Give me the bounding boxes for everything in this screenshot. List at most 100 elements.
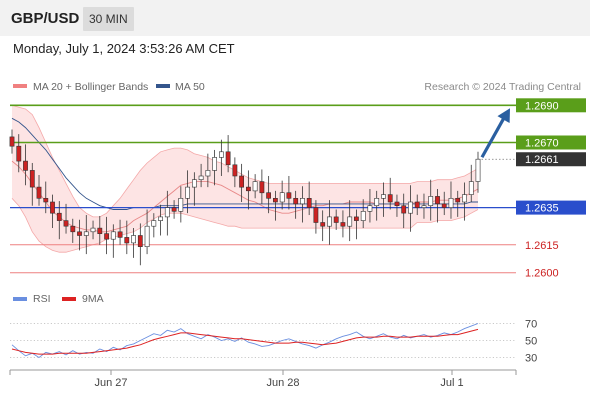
candle-body xyxy=(63,220,69,227)
legend-rsi-ma-swatch xyxy=(62,297,76,301)
level-1-2661-badge xyxy=(516,152,586,167)
candle-body xyxy=(178,198,184,212)
candle-body xyxy=(158,216,163,221)
candle-body xyxy=(462,194,467,203)
xtick-jun27-label: Jun 27 xyxy=(94,377,127,389)
candle-body xyxy=(239,175,244,188)
timeframe-badge[interactable]: 30 MIN xyxy=(83,7,134,31)
candle-body xyxy=(340,222,346,227)
candle-body xyxy=(408,201,413,214)
rsi-ytick-30: 30 xyxy=(525,353,537,365)
legend-rsi-label: RSI xyxy=(33,293,51,305)
candle-body xyxy=(16,145,22,162)
candle-body xyxy=(448,198,454,208)
legend-ma50-swatch xyxy=(156,84,170,88)
candle-body xyxy=(435,196,440,205)
ma50-line xyxy=(11,117,478,210)
candle-body xyxy=(43,198,49,203)
candle-body xyxy=(90,227,96,233)
level-1-2690-badge xyxy=(516,98,586,113)
candle-body xyxy=(360,211,366,221)
xtick-jun28-label: Jun 28 xyxy=(266,377,299,389)
candle-body xyxy=(83,231,89,236)
candle-body xyxy=(421,205,427,208)
candle-body xyxy=(299,198,305,205)
candle-body xyxy=(137,235,143,247)
level-1-2600-label: 1.2600 xyxy=(525,268,559,280)
legend-ma20-swatch xyxy=(13,84,27,88)
candle-body xyxy=(205,170,211,177)
level-1-2670-label: 1.2670 xyxy=(525,138,559,150)
symbol-title: GBP/USD xyxy=(11,10,80,27)
candle-body xyxy=(144,225,150,247)
bollinger-upper-line xyxy=(11,104,479,218)
candle-body xyxy=(455,198,461,203)
candle-body xyxy=(367,205,373,212)
candle-body xyxy=(9,136,15,147)
candle-body xyxy=(401,205,407,214)
candle-body xyxy=(414,201,420,208)
candle-body xyxy=(333,216,339,223)
legend-rsi-ma-label: 9MA xyxy=(82,293,104,305)
xtick-jul1-label: Jul 1 xyxy=(440,377,463,389)
level-1-2661-label: 1.2661 xyxy=(525,154,559,166)
source-credit: Research © 2024 Trading Central xyxy=(424,81,581,93)
candle-body xyxy=(110,231,116,240)
candle-body xyxy=(381,194,386,199)
level-1-2635-label: 1.2635 xyxy=(525,203,559,215)
candle-body xyxy=(124,237,130,244)
candle-body xyxy=(171,207,177,212)
candle-body xyxy=(313,207,319,223)
candle-body xyxy=(347,216,353,227)
bollinger-band-fill xyxy=(12,105,478,253)
candle-body xyxy=(320,222,326,227)
candle-body xyxy=(192,179,197,188)
candle-body xyxy=(23,160,28,171)
candle-body xyxy=(259,181,265,194)
candle-body xyxy=(104,233,109,240)
candle-body xyxy=(468,181,474,195)
candle-body xyxy=(225,151,231,166)
level-1-2690-label: 1.2690 xyxy=(525,100,559,112)
candle-body xyxy=(326,216,332,227)
candle-body xyxy=(266,192,271,199)
candle-body xyxy=(232,164,238,177)
candle-body xyxy=(97,227,103,235)
candle-body xyxy=(185,186,190,199)
candle-body xyxy=(306,198,312,208)
candle-body xyxy=(252,181,258,192)
candle-body xyxy=(279,192,285,203)
candle-body xyxy=(246,186,251,192)
candle-body xyxy=(387,194,393,203)
candle-body xyxy=(198,175,204,181)
candle-body xyxy=(272,198,278,203)
candle-body xyxy=(70,225,76,233)
candle-body xyxy=(441,203,447,208)
legend-rsi-swatch xyxy=(13,297,27,301)
candle-body xyxy=(164,207,170,218)
candle-body xyxy=(219,151,224,158)
candle-body xyxy=(394,201,400,207)
candle-body xyxy=(29,170,35,188)
candle-body xyxy=(428,196,434,206)
candle-body xyxy=(56,212,62,221)
level-1-2670-badge xyxy=(516,135,586,150)
forecast-arrow-head xyxy=(497,108,510,124)
candle-body xyxy=(212,157,217,171)
rsi-ma-line xyxy=(11,328,479,355)
legend-ma20-label: MA 20 + Bollinger Bands xyxy=(33,81,148,93)
candle-body xyxy=(117,231,123,238)
candle-body xyxy=(151,220,157,227)
forecast-arrow-shaft xyxy=(480,113,508,159)
level-1-2635-badge xyxy=(516,200,586,215)
candle-body xyxy=(77,231,82,236)
candle-body xyxy=(293,198,299,205)
candle-body xyxy=(353,216,359,221)
chart-header: GBP/USD 30 MIN xyxy=(0,0,590,36)
candle-body xyxy=(50,201,55,214)
level-1-2615-label: 1.2615 xyxy=(525,240,559,252)
candle-body xyxy=(475,158,481,182)
chart-datetime: Monday, July 1, 2024 3:53:26 AM CET xyxy=(13,41,235,56)
bollinger-lower-line xyxy=(11,198,479,253)
